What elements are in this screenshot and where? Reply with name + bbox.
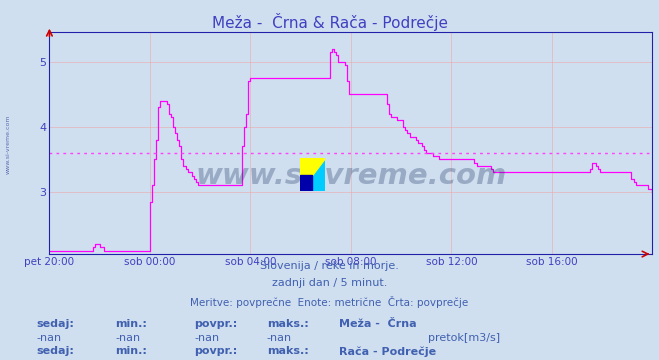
Text: Meža -  Črna: Meža - Črna: [339, 319, 417, 329]
Text: povpr.:: povpr.:: [194, 346, 238, 356]
Text: min.:: min.:: [115, 319, 147, 329]
Bar: [300, 175, 312, 191]
Text: Meritve: povprečne  Enote: metrične  Črta: povprečje: Meritve: povprečne Enote: metrične Črta:…: [190, 296, 469, 307]
Text: min.:: min.:: [115, 346, 147, 356]
Text: www.si-vreme.com: www.si-vreme.com: [195, 162, 507, 190]
Text: Slovenija / reke in morje.: Slovenija / reke in morje.: [260, 261, 399, 271]
Text: zadnji dan / 5 minut.: zadnji dan / 5 minut.: [272, 278, 387, 288]
Text: povpr.:: povpr.:: [194, 319, 238, 329]
Polygon shape: [300, 158, 325, 191]
Text: maks.:: maks.:: [267, 346, 308, 356]
Polygon shape: [300, 158, 325, 191]
Text: -nan: -nan: [36, 333, 61, 343]
Text: www.si-vreme.com: www.si-vreme.com: [5, 114, 11, 174]
Text: maks.:: maks.:: [267, 319, 308, 329]
Text: Meža -  Črna & Rača - Podrečje: Meža - Črna & Rača - Podrečje: [212, 13, 447, 31]
Text: Rača - Podrečje: Rača - Podrečje: [339, 346, 436, 357]
Text: sedaj:: sedaj:: [36, 319, 74, 329]
Text: -nan: -nan: [194, 333, 219, 343]
Text: sedaj:: sedaj:: [36, 346, 74, 356]
Text: -nan: -nan: [267, 333, 292, 343]
Text: -nan: -nan: [115, 333, 140, 343]
Text: pretok[m3/s]: pretok[m3/s]: [428, 333, 500, 343]
